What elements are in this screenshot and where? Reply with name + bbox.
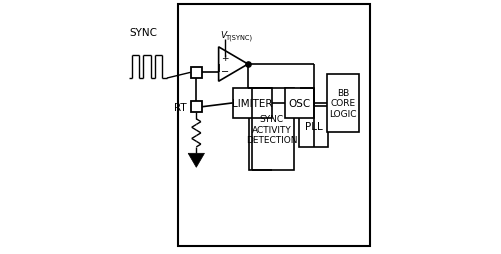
Bar (190, 102, 202, 113)
Bar (327, 75, 359, 132)
Bar (285, 89, 314, 118)
Text: V: V (220, 31, 226, 40)
Bar (249, 89, 294, 170)
Text: SYNC
ACTIVITY
DETECTION: SYNC ACTIVITY DETECTION (246, 115, 297, 144)
Text: T(SYNC): T(SYNC) (225, 35, 253, 41)
Polygon shape (188, 154, 204, 168)
Bar (299, 107, 328, 147)
Bar (232, 89, 272, 118)
Bar (178, 5, 370, 246)
Text: LIMITER: LIMITER (232, 99, 273, 108)
Bar (190, 67, 202, 79)
Text: OSC: OSC (289, 99, 311, 108)
Text: PLL: PLL (305, 122, 323, 132)
Text: −: − (221, 67, 229, 77)
Text: BB
CORE
LOGIC: BB CORE LOGIC (329, 89, 357, 118)
Text: +: + (221, 53, 228, 62)
Text: SYNC: SYNC (129, 28, 157, 38)
Text: RT: RT (174, 102, 187, 112)
